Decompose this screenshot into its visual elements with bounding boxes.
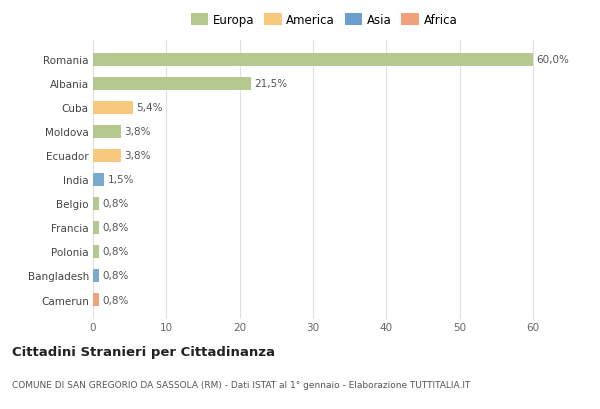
Bar bbox=[93, 197, 99, 211]
Text: COMUNE DI SAN GREGORIO DA SASSOLA (RM) - Dati ISTAT al 1° gennaio - Elaborazione: COMUNE DI SAN GREGORIO DA SASSOLA (RM) -… bbox=[12, 380, 470, 389]
Bar bbox=[93, 293, 99, 306]
Text: 21,5%: 21,5% bbox=[254, 79, 287, 89]
Bar bbox=[93, 54, 533, 67]
Text: 0,8%: 0,8% bbox=[103, 295, 129, 305]
Bar bbox=[93, 126, 121, 139]
Bar bbox=[93, 221, 99, 234]
Text: 5,4%: 5,4% bbox=[136, 103, 163, 113]
Bar bbox=[93, 149, 121, 163]
Text: 60,0%: 60,0% bbox=[536, 55, 569, 65]
Legend: Europa, America, Asia, Africa: Europa, America, Asia, Africa bbox=[188, 12, 460, 29]
Bar bbox=[93, 269, 99, 282]
Bar bbox=[93, 173, 104, 187]
Text: 1,5%: 1,5% bbox=[107, 175, 134, 185]
Bar bbox=[93, 245, 99, 258]
Text: 3,8%: 3,8% bbox=[125, 127, 151, 137]
Text: 3,8%: 3,8% bbox=[125, 151, 151, 161]
Bar bbox=[93, 101, 133, 115]
Text: Cittadini Stranieri per Cittadinanza: Cittadini Stranieri per Cittadinanza bbox=[12, 346, 275, 359]
Text: 0,8%: 0,8% bbox=[103, 223, 129, 233]
Text: 0,8%: 0,8% bbox=[103, 247, 129, 257]
Text: 0,8%: 0,8% bbox=[103, 199, 129, 209]
Text: 0,8%: 0,8% bbox=[103, 271, 129, 281]
Bar bbox=[93, 78, 251, 91]
